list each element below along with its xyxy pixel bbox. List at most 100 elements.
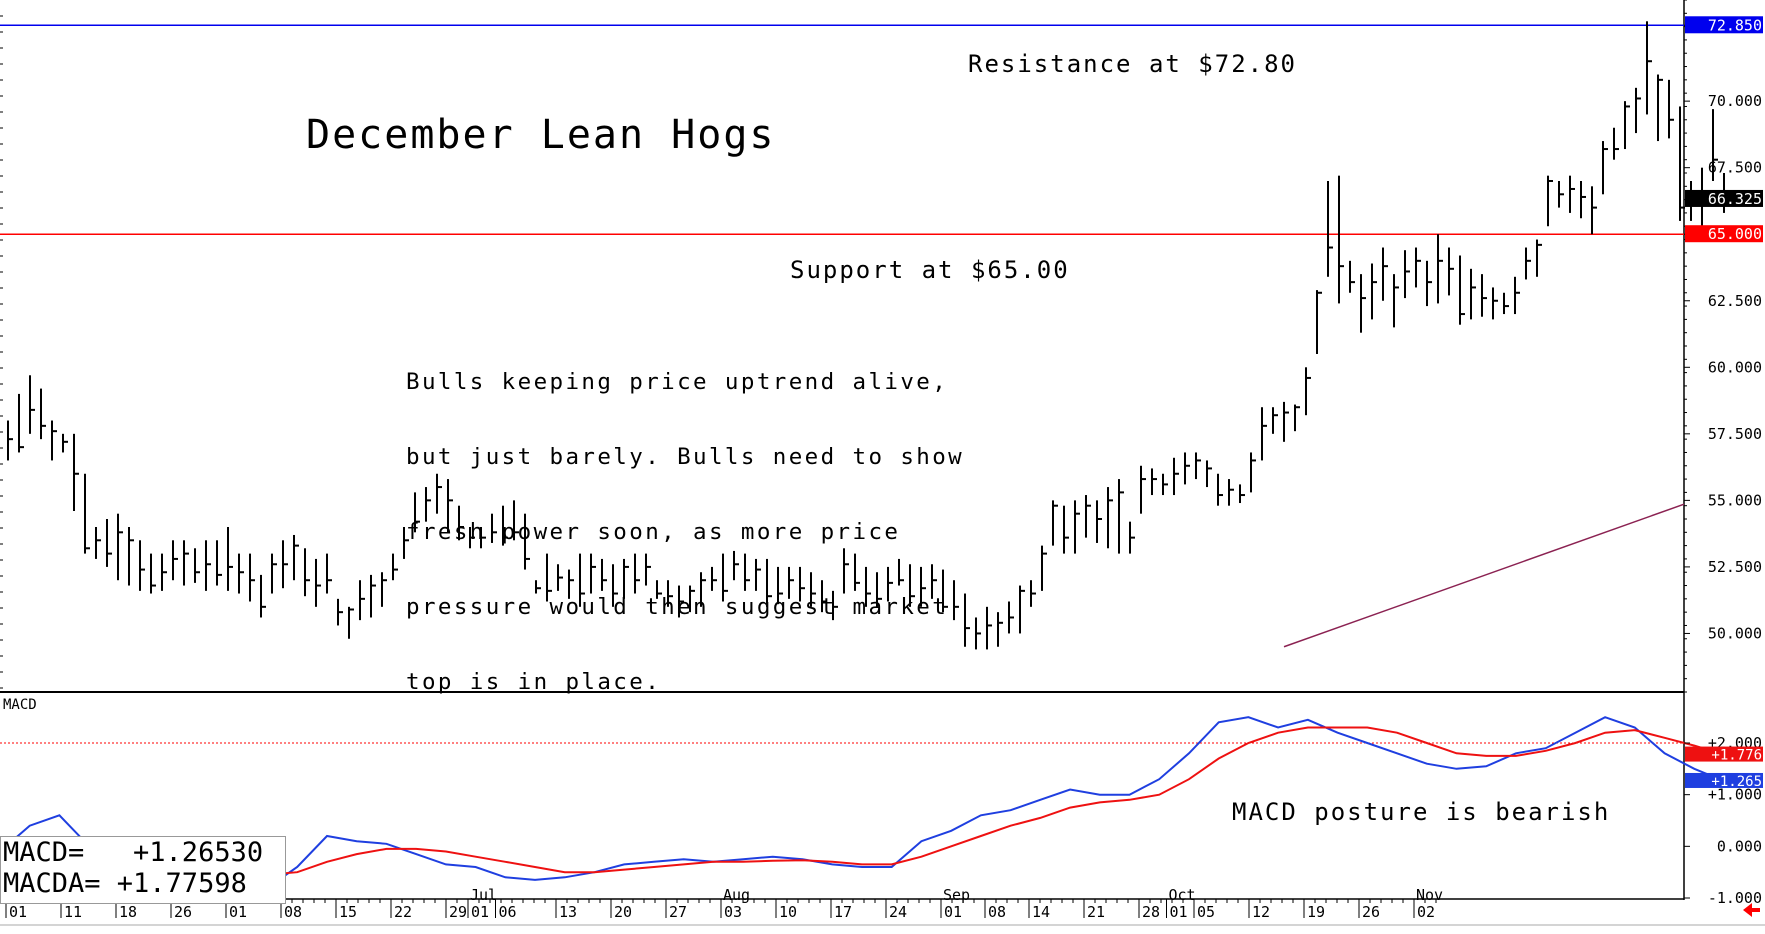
price-bar <box>1272 407 1278 434</box>
price-axis-label: 50.000 <box>1708 624 1762 642</box>
commentary-text: Bulls keeping price uptrend alive, but j… <box>406 320 964 745</box>
price-bar <box>557 564 563 591</box>
date-axis-label: 01 <box>1170 903 1188 921</box>
price-bar <box>799 566 805 602</box>
price-bar <box>1657 74 1663 142</box>
price-bar <box>491 513 497 543</box>
date-axis-label: 05 <box>1197 903 1215 921</box>
resistance-annotation: Resistance at $72.80 <box>968 50 1297 78</box>
price-bar <box>1184 452 1190 485</box>
price-bar <box>18 393 24 453</box>
price-bar <box>810 572 816 607</box>
price-bar <box>579 553 585 607</box>
price-bar <box>898 558 904 586</box>
date-axis-label: 24 <box>889 903 907 921</box>
price-bar <box>1580 180 1586 219</box>
price-bar <box>403 526 409 559</box>
price-bar <box>249 553 255 602</box>
price-bar <box>1591 186 1597 235</box>
price-bar <box>909 564 915 607</box>
price-bar <box>1514 276 1520 315</box>
price-bar <box>359 580 365 621</box>
date-axis-label: 15 <box>339 903 357 921</box>
price-panel <box>0 21 1729 650</box>
price-bar <box>645 553 651 586</box>
price-bar <box>513 500 519 541</box>
price-bar <box>348 606 354 639</box>
price-bar <box>612 564 618 607</box>
date-axis-label: 22 <box>394 903 412 921</box>
price-bar <box>95 526 101 559</box>
price-bar <box>821 580 827 613</box>
price-bar <box>1074 500 1080 554</box>
price-axis-label: 62.500 <box>1708 292 1762 310</box>
scroll-left-arrow-icon[interactable] <box>1743 903 1760 917</box>
price-bar <box>920 566 926 607</box>
price-bar <box>755 558 761 591</box>
price-bar <box>986 606 992 650</box>
date-axis-label: 26 <box>1362 903 1380 921</box>
month-axis-label: Aug <box>723 886 750 904</box>
macd-readout: MACD= +1.26530 <box>3 837 264 868</box>
price-axis-label: 52.500 <box>1708 558 1762 576</box>
price-bar <box>40 388 46 440</box>
macd-readout-box: MACD= +1.26530 MACDA= +1.77598 <box>0 836 286 904</box>
price-bar <box>733 550 739 581</box>
price-bar <box>1239 484 1245 504</box>
price-bar <box>227 526 233 591</box>
price-bar <box>1250 452 1256 493</box>
price-bar <box>1327 180 1333 277</box>
price-bar <box>194 548 200 583</box>
last-price-flag: 66.325 <box>1685 189 1763 208</box>
price-bar <box>1019 585 1025 634</box>
support-price-flag-box <box>1685 225 1763 243</box>
price-bar <box>1316 290 1322 354</box>
price-bar <box>414 492 420 533</box>
price-bar <box>304 548 310 597</box>
price-bar <box>128 526 134 586</box>
price-bar <box>447 479 453 533</box>
price-bar <box>1492 287 1498 320</box>
price-bar <box>7 420 13 461</box>
price-bar <box>1646 21 1652 115</box>
price-bar <box>1547 175 1553 227</box>
price-bar <box>1393 274 1399 328</box>
month-axis-label: Sep <box>943 886 970 904</box>
price-axis-label: 57.500 <box>1708 425 1762 443</box>
price-bar <box>942 569 948 613</box>
price-bar <box>337 598 343 626</box>
price-bar <box>1404 250 1410 299</box>
price-bar <box>568 569 574 599</box>
price-bar <box>502 505 508 546</box>
date-axis-label: 08 <box>988 903 1006 921</box>
price-bar <box>29 375 35 434</box>
price-bar <box>1426 260 1432 307</box>
commentary-line: but just barely. Bulls need to show <box>406 444 965 470</box>
price-bar <box>601 558 607 591</box>
price-bar <box>1525 247 1531 280</box>
price-bar <box>1217 473 1223 506</box>
price-bar <box>656 580 662 599</box>
resistance-price-flag-box <box>1685 16 1763 34</box>
price-bar <box>1305 367 1311 416</box>
date-axis-label: 18 <box>119 903 137 921</box>
price-bar <box>161 553 167 591</box>
price-bar <box>931 564 937 599</box>
price-bar <box>216 540 222 586</box>
price-bar <box>689 585 695 613</box>
price-bar <box>975 617 981 650</box>
price-bar <box>1470 268 1476 320</box>
price-bar <box>744 553 750 591</box>
price-bar <box>1448 247 1454 296</box>
price-bar <box>634 553 640 594</box>
price-bar <box>205 540 211 591</box>
commentary-line: pressure would then suggest market <box>406 594 949 620</box>
price-bar <box>700 572 706 607</box>
date-axis-label: 12 <box>1252 903 1270 921</box>
price-bar <box>370 574 376 618</box>
uptrend-line <box>1283 503 1685 648</box>
price-bar <box>766 558 772 607</box>
support-price-flag-text: 65.000 <box>1708 225 1762 243</box>
date-axis-label: 27 <box>669 903 687 921</box>
price-bar <box>1096 500 1102 543</box>
